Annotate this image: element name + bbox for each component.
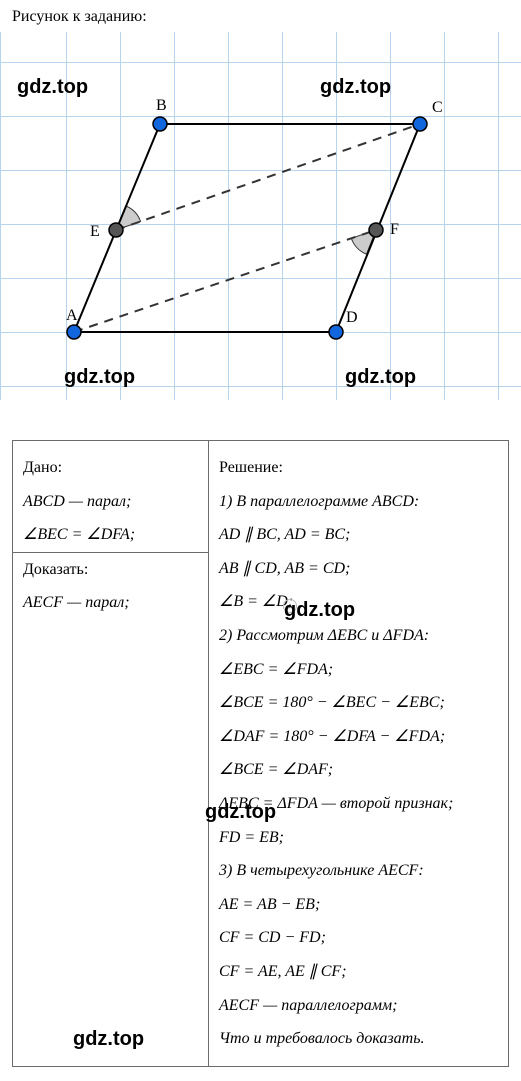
grid-h: [0, 278, 521, 279]
proof-line: AE = AB − EB;: [219, 888, 498, 922]
proof-line: AD ∥ BC, AD = BC;: [219, 518, 498, 552]
grid-v: [120, 32, 121, 400]
grid-h: [0, 224, 521, 225]
svg-text:A: A: [66, 307, 78, 324]
grid-v: [174, 32, 175, 400]
watermark: gdz.top: [320, 76, 391, 99]
page-title: Рисунок к заданию:: [0, 0, 521, 32]
proof-line: 2) Рассмотрим ΔEBC и ΔFDA:: [219, 619, 498, 653]
diagram: ABCDEF gdz.topgdz.topgdz.topgdz.top: [0, 32, 521, 400]
solution-title: Решение:: [219, 451, 498, 485]
proof-line: CF = CD − FD;: [219, 921, 498, 955]
grid-v: [228, 32, 229, 400]
proof-line: ∠EBC = ∠FDA;: [219, 653, 498, 687]
watermark: gdz.top: [17, 76, 88, 99]
svg-text:E: E: [90, 223, 100, 240]
proof-line: Что и требовалось доказать.: [219, 1022, 498, 1056]
prove-lines: AECF — парал;: [23, 586, 198, 620]
grid-h: [0, 62, 521, 63]
proof-line: AECF — парал;: [23, 586, 198, 620]
given-lines: ABCD — парал;∠BEC = ∠DFA;: [23, 485, 198, 552]
proof-line: ∠BEC = ∠DFA;: [23, 518, 198, 552]
grid-h: [0, 332, 521, 333]
watermark: gdz.top: [73, 1018, 144, 1060]
proof-table: Дано: ABCD — парал;∠BEC = ∠DFA; Доказать…: [12, 440, 509, 1067]
proof-line: ∠BCE = 180° − ∠BEC − ∠EBC;: [219, 686, 498, 720]
proof-line: 1) В параллелограмме ABCD:: [219, 485, 498, 519]
solution-lines: 1) В параллелограмме ABCD:AD ∥ BC, AD = …: [219, 485, 498, 1056]
proof-line: ∠B = ∠D;gdz.top: [219, 585, 498, 619]
proof-left: Дано: ABCD — парал;∠BEC = ∠DFA; Доказать…: [13, 441, 208, 1066]
proof-right: Решение: 1) В параллелограмме ABCD:AD ∥ …: [208, 441, 508, 1066]
svg-text:D: D: [346, 309, 358, 326]
grid-v: [444, 32, 445, 400]
svg-text:C: C: [432, 99, 443, 116]
grid-h: [0, 170, 521, 171]
proof-line: ∠BCE = ∠DAF;: [219, 753, 498, 787]
proof-line: ∠DAF = 180° − ∠DFA − ∠FDA;: [219, 720, 498, 754]
watermark: gdz.top: [64, 366, 135, 389]
given-title: Дано:: [23, 451, 198, 485]
svg-text:B: B: [156, 97, 167, 114]
proof-line: 3) В четырехугольнике AECF:: [219, 854, 498, 888]
watermark: gdz.top: [205, 791, 276, 833]
proof-line: ABCD — парал;: [23, 485, 198, 519]
proof-line: CF = AE, AE ∥ CF;: [219, 955, 498, 989]
proof-line: AB ∥ CD, AB = CD;: [219, 552, 498, 586]
grid-v: [282, 32, 283, 400]
watermark: gdz.top: [284, 589, 355, 631]
watermark: gdz.top: [345, 366, 416, 389]
proof-line: ΔEBC = ΔFDA — второй признак;gdz.top: [219, 787, 498, 821]
grid-v: [0, 32, 1, 400]
grid-h: [0, 116, 521, 117]
prove-title: Доказать:: [23, 553, 198, 587]
proof-line: AECF — параллелограмм;: [219, 989, 498, 1023]
grid-v: [498, 32, 499, 400]
